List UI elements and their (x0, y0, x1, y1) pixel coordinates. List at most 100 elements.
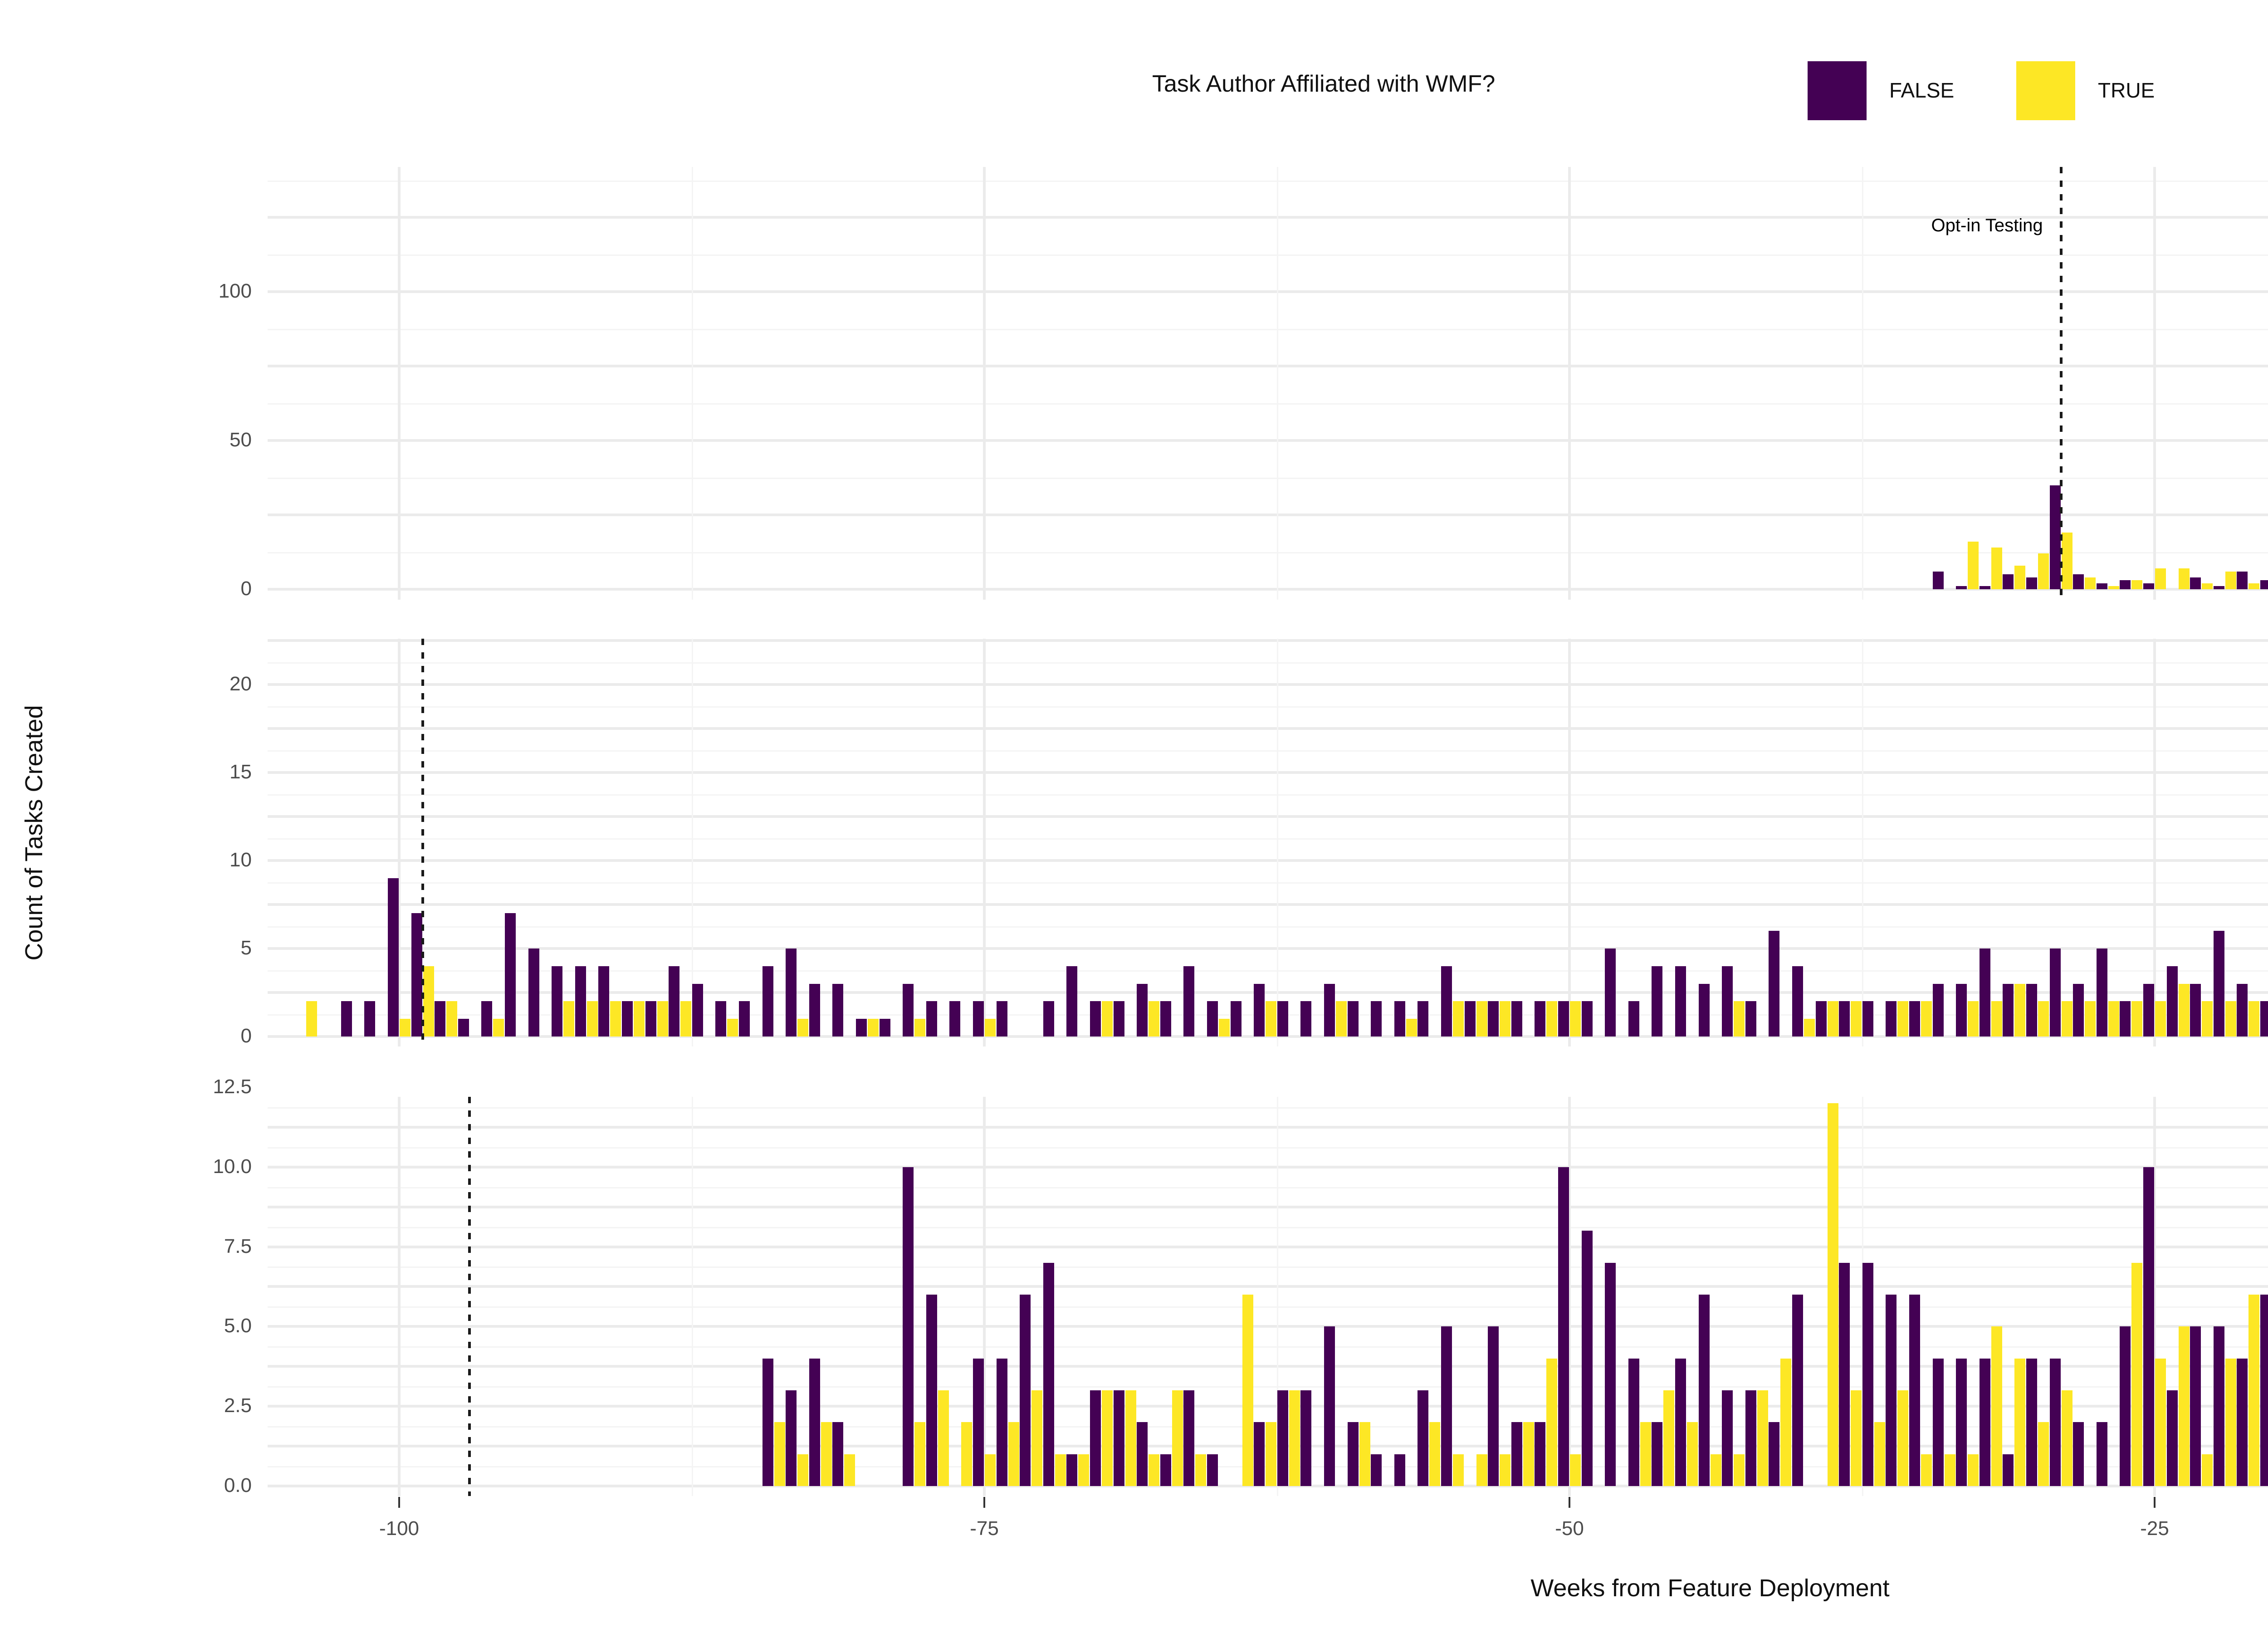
bar-false-week-37 (1862, 1262, 1873, 1486)
bar-false-week-81 (832, 1422, 844, 1486)
bar-false-week-53 (1488, 1001, 1499, 1037)
bar-false-week-39 (1815, 1001, 1827, 1037)
bar-true-week-53 (1500, 1454, 1511, 1486)
bar-true-week-72 (1055, 1454, 1066, 1486)
bar-true-week-104 (306, 1001, 317, 1037)
y-tick-label: 20 (230, 672, 252, 695)
y-tick-label: 50 (230, 429, 252, 451)
bar-true-week-89 (657, 1001, 668, 1037)
bar-false-week-31 (2003, 983, 2014, 1037)
bar-false-week-31 (2003, 574, 2014, 589)
gridline-major (268, 903, 2268, 906)
gridline-minor (268, 329, 2268, 331)
bar-true-week-100 (400, 1019, 411, 1037)
bar-false-week-75 (973, 1358, 984, 1486)
bar-false-week-67 (1160, 1454, 1171, 1486)
bar-false-week-42 (1745, 1390, 1756, 1486)
gridline-major (268, 947, 2268, 950)
bar-true-week-90 (634, 1001, 645, 1037)
bar-true-week-54 (1476, 1454, 1487, 1486)
bar-false-week-55 (1441, 1326, 1452, 1486)
legend: Task Author Affiliated with WMF? FALSE T… (0, 27, 2268, 136)
bar-true-week-80 (868, 1019, 879, 1037)
gridline-minor (268, 1147, 2268, 1149)
bar-false-week-83 (786, 948, 797, 1037)
bar-true-week-27 (2108, 586, 2119, 589)
gridline-major (268, 1205, 2268, 1208)
gridline-major-x (1568, 639, 1571, 1046)
gridline-minor (268, 1227, 2268, 1228)
bar-false-week-44 (1698, 1295, 1710, 1486)
bar-false-week-21 (2237, 983, 2248, 1037)
bar-true-week-36 (1897, 1390, 1909, 1486)
gridline-minor-x (1277, 639, 1278, 1046)
bar-true-week-35 (1921, 1001, 1932, 1037)
y-tick-label: 7.5 (224, 1235, 252, 1257)
gridline-major (268, 588, 2268, 591)
gridline-major (268, 1325, 2268, 1328)
bar-false-week-101 (364, 1001, 376, 1037)
bar-false-week-88 (669, 966, 680, 1037)
bar-true-week-96 (493, 1019, 504, 1037)
gridline-major-x (983, 167, 986, 600)
bar-true-week-63 (1266, 1001, 1277, 1037)
bar-false-week-46 (1652, 1422, 1663, 1486)
gridline-major-x (2153, 1097, 2156, 1496)
facet-panel-visualeditor: Opt-in TestingOpt-out deployment (268, 167, 2268, 600)
bar-false-week-61 (1300, 1390, 1312, 1486)
bar-false-week-91 (598, 966, 610, 1037)
bar-false-week-23 (2190, 1326, 2201, 1486)
gridline-major-x (983, 639, 986, 1046)
bar-false-week-34 (1932, 571, 1944, 589)
x-axis-title: Weeks from Feature Deployment (1530, 1574, 1890, 1602)
bar-true-week-41 (1780, 1358, 1792, 1486)
gridline-minor-x (1862, 167, 1863, 600)
bar-true-week-23 (2202, 1454, 2213, 1486)
bar-false-week-20 (2260, 580, 2268, 589)
gridline-major-x (398, 1097, 401, 1496)
bar-false-week-71 (1066, 1454, 1078, 1486)
bar-false-week-40 (1792, 966, 1803, 1037)
bar-false-week-64 (1230, 1001, 1242, 1037)
bar-true-week-51 (1546, 1358, 1558, 1486)
bar-false-week-87 (692, 983, 703, 1037)
x-tick-mark (983, 1497, 985, 1508)
bar-false-week-47 (1628, 1358, 1639, 1486)
gridline-major-x (1568, 1097, 1571, 1496)
bar-false-week-94 (528, 948, 539, 1037)
bar-false-week-30 (2026, 983, 2037, 1037)
bar-false-week-49 (1581, 1231, 1593, 1486)
gridline-major-x (398, 167, 401, 600)
bar-false-week-32 (1979, 948, 1990, 1037)
bar-false-week-72 (1043, 1262, 1054, 1486)
gridline-minor-x (1277, 167, 1278, 600)
bar-true-week-45 (1687, 1422, 1698, 1486)
bar-false-week-74 (996, 1001, 1007, 1037)
gridline-minor (268, 403, 2268, 405)
gridline-minor-x (692, 167, 693, 600)
bar-false-week-81 (832, 983, 844, 1037)
bar-true-week-21 (2248, 1295, 2260, 1486)
bar-false-week-65 (1207, 1454, 1218, 1486)
bar-false-week-75 (973, 1001, 984, 1037)
y-tick-label: 12.5 (213, 1075, 252, 1098)
bar-true-week-24 (2178, 568, 2190, 589)
gridline-minor (268, 478, 2268, 479)
bar-false-week-26 (2120, 580, 2131, 589)
bar-false-week-74 (996, 1358, 1007, 1486)
bar-true-week-78 (914, 1019, 926, 1037)
bar-false-week-46 (1652, 966, 1663, 1037)
bar-false-week-55 (1441, 966, 1452, 1037)
gridline-major (268, 1165, 2268, 1169)
bar-false-week-22 (2213, 586, 2224, 589)
y-tick-label: 100 (218, 280, 252, 303)
bar-false-week-62 (1277, 1390, 1288, 1486)
bar-false-week-27 (2096, 948, 2107, 1037)
bar-true-week-38 (1851, 1390, 1862, 1486)
bar-false-week-79 (879, 1019, 890, 1037)
bar-true-week-92 (587, 1001, 598, 1037)
bar-false-week-53 (1488, 1326, 1499, 1486)
gridline-minor-x (692, 1097, 693, 1496)
bar-false-week-80 (856, 1019, 867, 1037)
